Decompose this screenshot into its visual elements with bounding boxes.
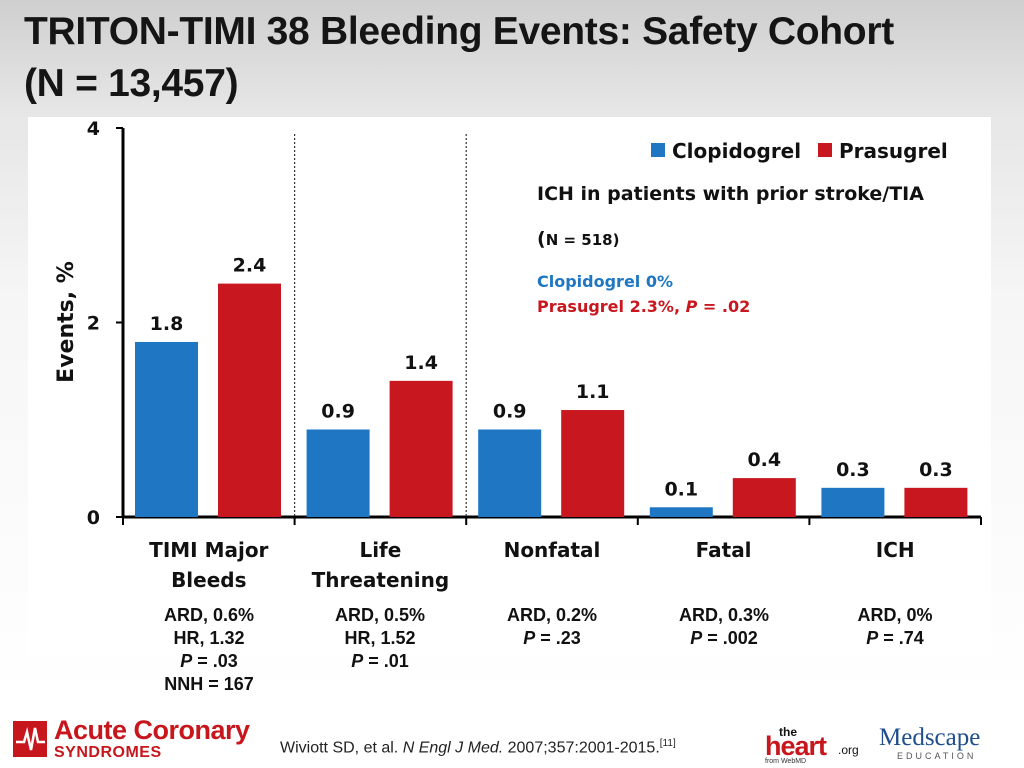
stats-p-value: = .01 [363,651,409,671]
stats-group-3: ARD, 0.2% P = .23 [467,604,637,650]
medscape-logo-main: Medscape [879,724,981,751]
medscape-education-logo: Medscape EDUCATION [879,725,999,765]
category-label: Threatening [312,568,450,592]
legend-swatch-clopidogrel [651,143,665,157]
stats-p: P = .23 [467,627,637,650]
stats-hr: HR, 1.32 [173,628,245,648]
y-tick-label: 0 [87,507,100,529]
data-label: 2.4 [233,255,267,277]
slide-title-line1: TRITON-TIMI 38 Bleeding Events: Safety C… [24,10,894,53]
annotation-prasugrel-p: P [686,297,698,316]
stats-ard: ARD, 0.6% [163,605,255,625]
stats-group-2: ARD, 0.5% HR, 1.52 P = .01 [295,604,465,673]
bar-prasugrel [218,283,281,517]
legend-label-clopidogrel: Clopidogrel [672,139,801,163]
stats-p-label: P [866,628,879,648]
citation-journal: N Engl J Med. [402,739,504,757]
legend-label-prasugrel: Prasugrel [839,139,948,163]
bar-clopidogrel [821,487,885,517]
stats-p-value: = .03 [192,651,238,671]
acs-logo-top: Acute Coronary [54,715,250,745]
data-label: 0.9 [493,400,527,422]
data-label: 0.3 [836,459,870,481]
annotation-prasugrel-suffix: = .02 [697,297,750,316]
stats-p-label: P [523,628,536,648]
stats-ard: ARD, 0.3% [678,605,770,625]
bar-prasugrel [732,478,796,517]
y-tick-label: 4 [87,118,100,140]
annotation-heading: ICH in patients with prior stroke/TIA [537,183,924,205]
acs-heart-icon [13,721,47,757]
stats-p-value: = .74 [878,628,924,648]
data-label: 0.9 [321,400,355,422]
citation: Wiviott SD, et al. N Engl J Med. 2007;35… [280,738,676,757]
legend-swatch-prasugrel [818,143,832,157]
stats-p: P = .01 [295,650,465,673]
medscape-logo-sub: EDUCATION [897,751,977,761]
slide-title: TRITON-TIMI 38 Bleeding Events: Safety C… [24,6,1004,110]
stats-nnh: NNH = 167 [164,674,254,694]
stats-ard: ARD, 0.2% [506,605,598,625]
footer: Acute Coronary SYNDROMES Wiviott SD, et … [0,705,1024,768]
y-tick-label: 2 [87,313,100,335]
data-label: 1.8 [150,313,184,335]
acute-coronary-syndromes-logo: Acute Coronary SYNDROMES [12,715,250,761]
category-label: Bleeds [171,568,246,592]
stats-ard: ARD, 0% [857,605,933,625]
stats-p-label: P [180,651,193,671]
bar-prasugrel [904,487,968,517]
category-label: TIMI Major [149,538,268,562]
stats-group-5: ARD, 0% P = .74 [810,604,980,650]
stats-group-1: ARD, 0.6% HR, 1.32 P = .03 NNH = 167 [124,604,294,696]
stats-p-value: = .002 [702,628,758,648]
stats-hr: HR, 1.52 [344,628,416,648]
y-axis-label: Events, % [54,261,79,383]
annotation-n: (N = 518) [537,228,619,250]
citation-author: Wiviott SD, et al. [280,739,403,757]
annotation-prasugrel-prefix: Prasugrel 2.3%, [537,297,686,316]
annotation-n-text: N = 518) [546,231,620,249]
data-label: 0.1 [664,478,698,500]
bar-prasugrel [389,380,453,517]
bar-clopidogrel [306,429,370,517]
stats-p-label: P [351,651,364,671]
acs-logo-bottom: SYNDROMES [54,744,162,761]
theheart-logo-main: heart [765,731,827,761]
stats-p: P = .74 [810,627,980,650]
data-label: 1.4 [404,352,438,374]
stats-ard: ARD, 0.5% [334,605,426,625]
citation-rest: 2007;357:2001-2015. [503,739,660,757]
stats-p: P = .002 [639,627,809,650]
category-label: Nonfatal [504,538,601,562]
theheart-logo-org: .org [838,743,859,757]
annotation-clopidogrel: Clopidogrel 0% [537,272,673,291]
theheart-logo-the: the [779,725,797,739]
slide-title-line2: (N = 13,457) [24,62,239,105]
bar-prasugrel [561,410,625,517]
stats-p-value: = .23 [535,628,581,648]
theheart-logo: the heart .org from WebMD [765,725,865,765]
data-label: 0.4 [747,449,781,471]
category-label: Life [359,538,401,562]
category-label: Fatal [696,538,752,562]
bar-clopidogrel [478,429,542,517]
annotation-n-paren: ( [537,228,546,250]
bar-clopidogrel [649,507,713,517]
data-label: 1.1 [576,381,610,403]
theheart-logo-from: from WebMD [765,758,807,765]
bar-clopidogrel [135,341,198,517]
citation-ref: [11] [659,738,676,749]
category-label: ICH [876,538,915,562]
stats-group-4: ARD, 0.3% P = .002 [639,604,809,650]
annotation-prasugrel: Prasugrel 2.3%, P = .02 [537,297,750,316]
stats-p-label: P [690,628,703,648]
data-label: 0.3 [919,459,953,481]
stats-p: P = .03 [124,650,294,673]
